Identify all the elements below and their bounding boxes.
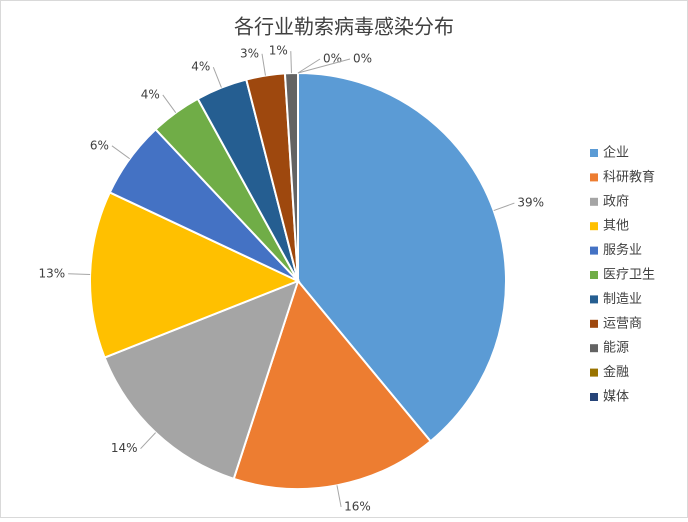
legend-label: 金融: [603, 364, 629, 380]
legend-label: 其他: [603, 219, 629, 234]
legend-swatch: [590, 295, 598, 304]
legend-swatch: [590, 246, 598, 255]
pie-slice: [297, 71, 507, 443]
pie-slice: [89, 191, 301, 359]
leader-line: [111, 145, 131, 160]
data-label: 0%: [353, 52, 372, 66]
leader-line: [140, 432, 156, 450]
leader-line: [290, 51, 292, 74]
legend-swatch: [590, 344, 598, 353]
legend-label: 政府: [603, 194, 629, 209]
legend-label: 媒体: [603, 390, 629, 405]
data-label: 4%: [141, 87, 160, 101]
leader-line: [297, 58, 321, 74]
legend-label: 运营商: [603, 316, 642, 331]
data-label: 6%: [90, 138, 109, 152]
leader-line: [162, 94, 177, 114]
data-label: 1%: [269, 44, 288, 58]
leader-line: [68, 273, 91, 275]
data-label: 39%: [517, 196, 544, 210]
legend-label: 医疗卫生: [603, 268, 655, 283]
legend-swatch: [590, 319, 598, 328]
legend-swatch: [590, 222, 598, 231]
data-label: 4%: [191, 60, 210, 74]
leader-line: [493, 202, 515, 212]
legend-swatch: [590, 271, 598, 279]
leader-line: [261, 53, 266, 76]
data-label: 16%: [344, 499, 371, 513]
legend-label: 企业: [603, 145, 629, 161]
legend-swatch: [590, 368, 598, 377]
legend-label: 能源: [603, 341, 629, 356]
leader-line: [297, 58, 351, 74]
legend-label: 制造业: [603, 292, 642, 307]
chart-title: 各行业勒索病毒感染分布: [234, 15, 454, 39]
leader-line: [212, 66, 222, 88]
legend-swatch: [590, 393, 598, 401]
legend-label: 科研教育: [603, 169, 655, 185]
data-label: 13%: [38, 266, 65, 280]
legend-label: 服务业: [603, 242, 642, 258]
leader-line: [336, 485, 342, 508]
legend-swatch: [590, 197, 598, 206]
data-label: 3%: [240, 46, 259, 60]
legend-swatch: [590, 149, 598, 157]
data-label: 14%: [111, 441, 138, 455]
legend-swatch: [590, 173, 598, 182]
